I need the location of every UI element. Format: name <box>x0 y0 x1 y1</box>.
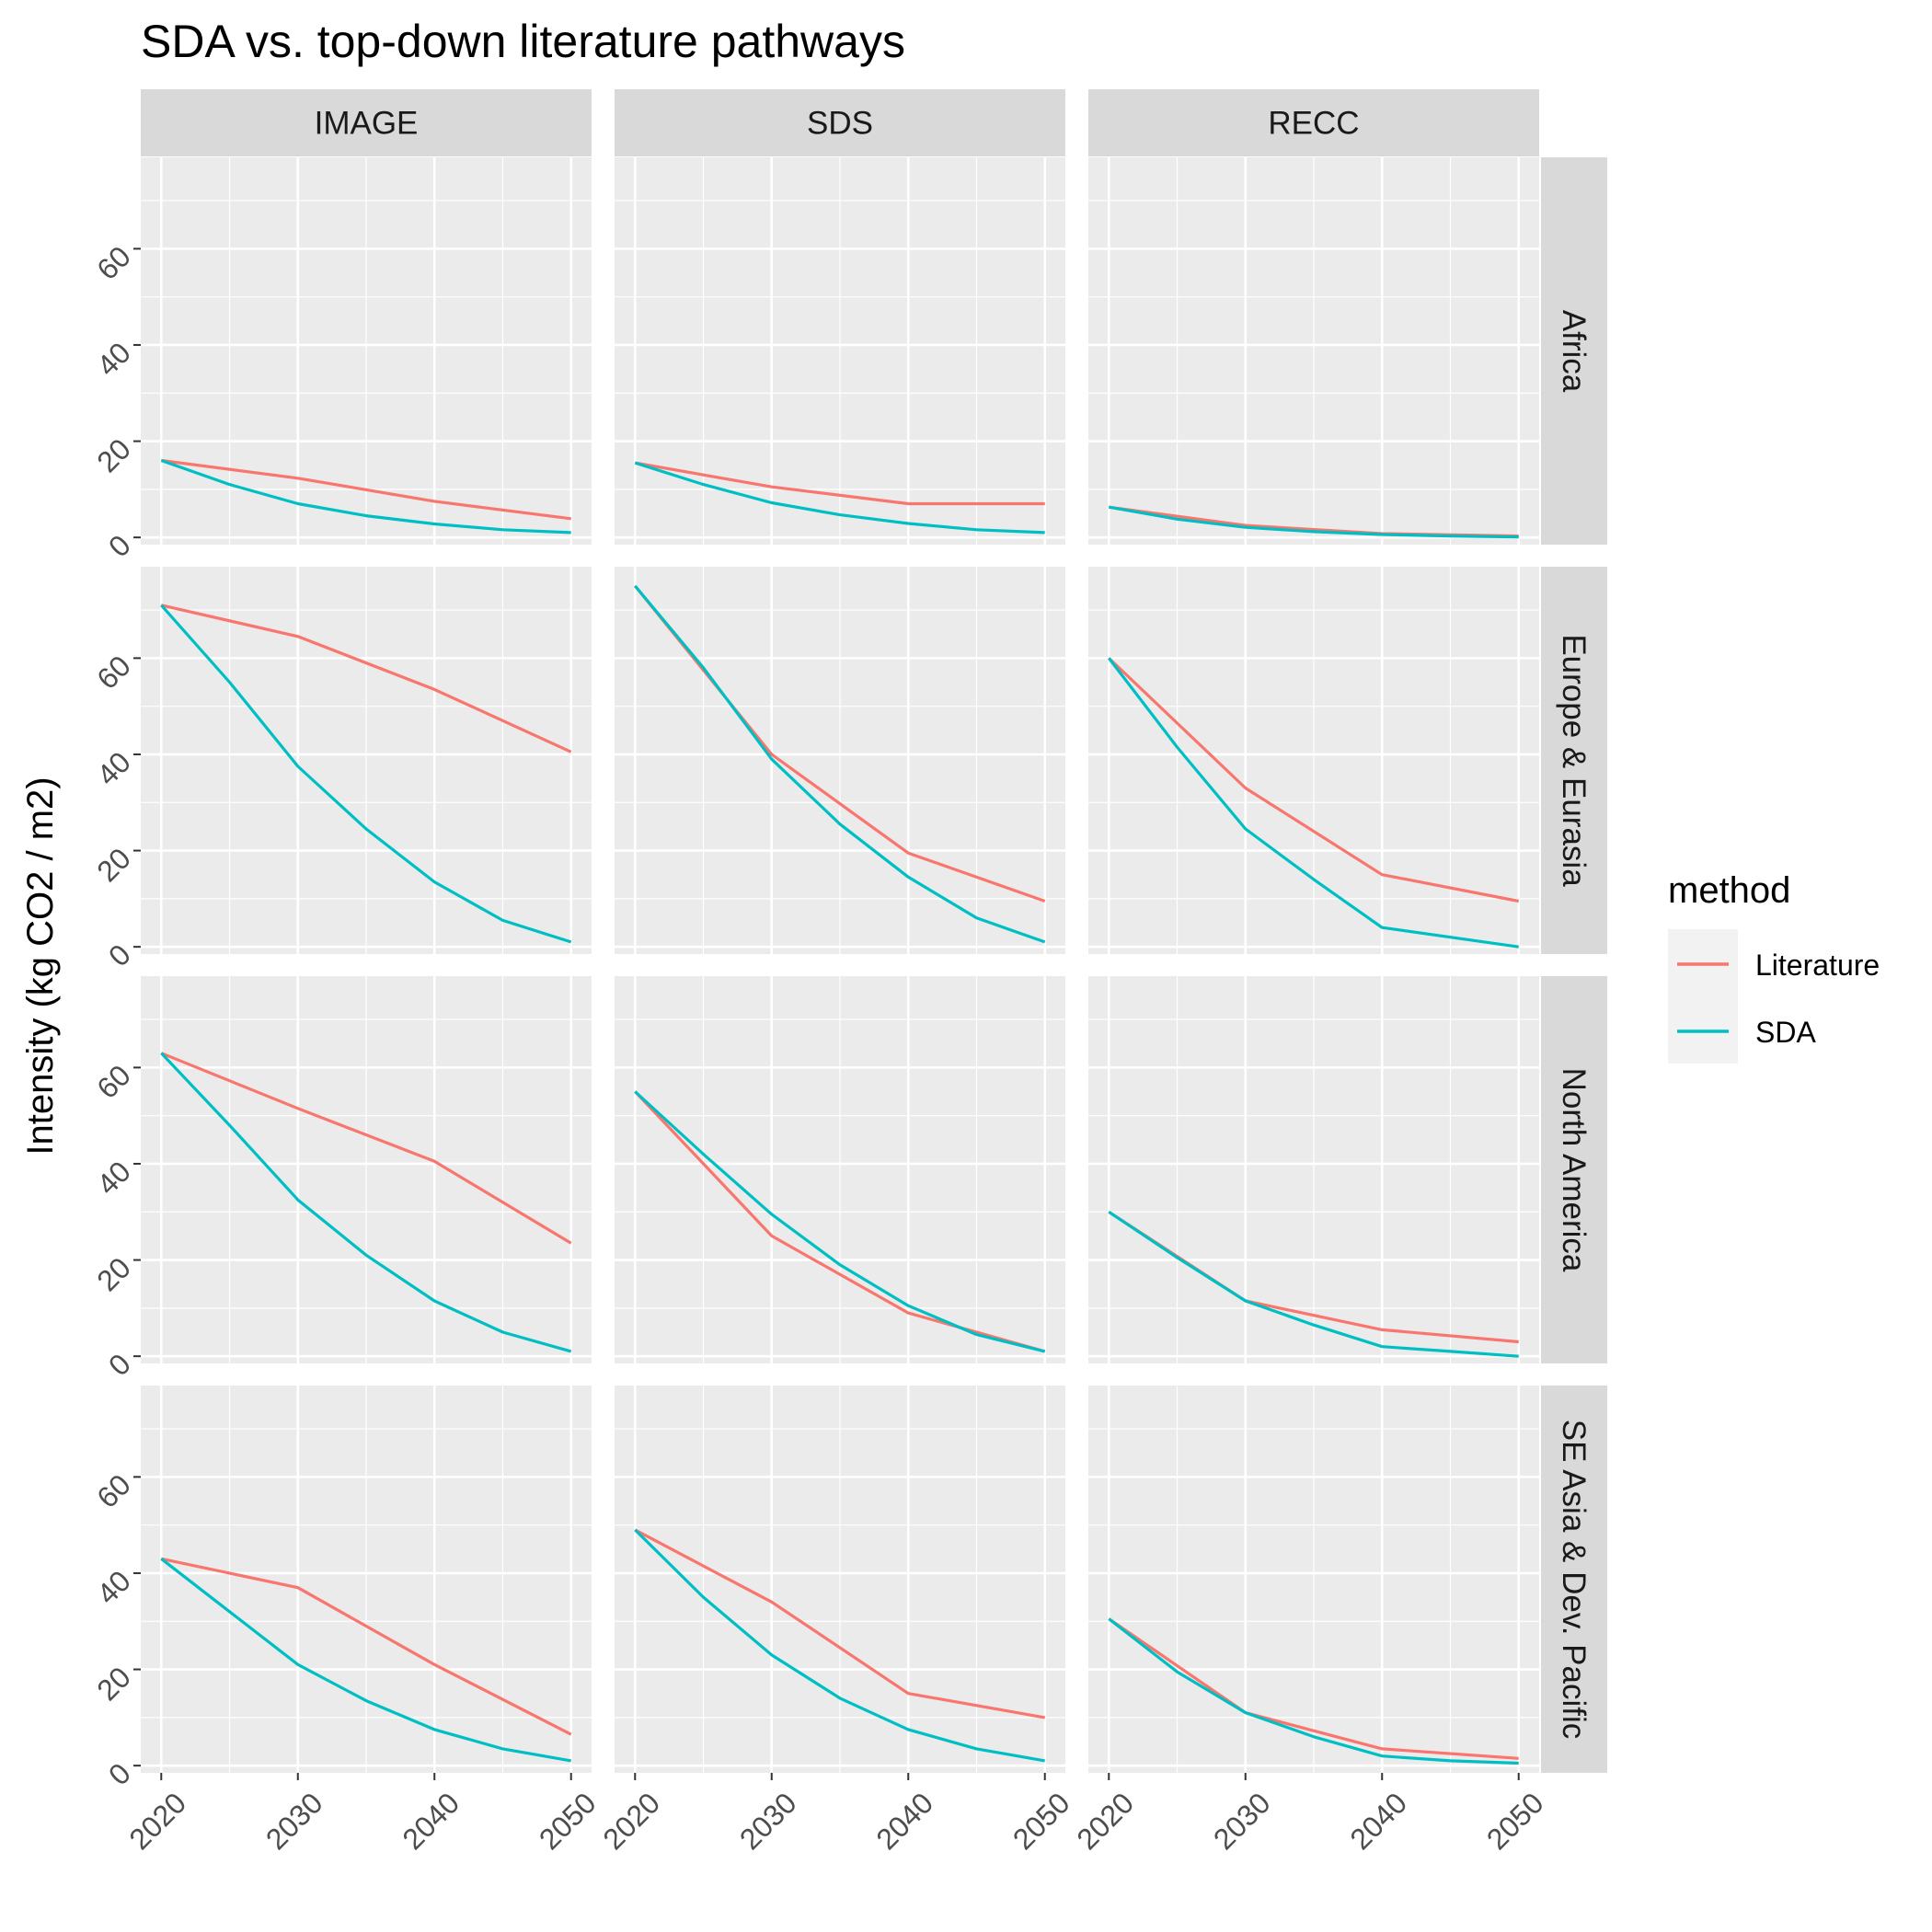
row-strip-label-africa: Africa <box>1556 310 1592 393</box>
y-axis-title: Intensity (kg CO2 / m2) <box>20 776 61 1155</box>
series-line-literature <box>161 458 571 521</box>
series-line-literature <box>1108 1617 1519 1760</box>
x-tick-label: 2020 <box>1070 1786 1140 1856</box>
y-tick-label: 0 <box>102 1347 137 1382</box>
series-line-sda <box>160 458 571 535</box>
legend-key-background <box>1668 929 1738 1064</box>
row-strip-europe-eurasia <box>1541 567 1607 954</box>
series-line-sda <box>634 1528 1045 1763</box>
panel-recc-se-asia-dev-pacific <box>1088 1386 1539 1773</box>
row-strip-north-america <box>1541 976 1607 1363</box>
y-tick-label: 0 <box>102 528 137 563</box>
y-tick-label: 60 <box>90 1058 137 1105</box>
series-line-sda <box>634 461 1045 535</box>
y-tick-label: 40 <box>90 745 137 792</box>
x-tick-label: 2030 <box>733 1786 803 1856</box>
x-tick-label: 2030 <box>1207 1786 1277 1856</box>
row-strip-label-europe-eurasia: Europe & Eurasia <box>1556 634 1592 887</box>
panel-sds-europe-eurasia <box>615 567 1065 954</box>
series-line-sda <box>160 604 572 944</box>
y-tick-label: 20 <box>90 1661 137 1708</box>
series-line-literature <box>634 1090 1046 1353</box>
panel-sds-north-america <box>615 976 1065 1363</box>
legend-label-literature: Literature <box>1755 949 1880 982</box>
series-line-sda <box>634 1090 1046 1353</box>
column-strip-label-sds: SDS <box>807 106 873 142</box>
y-tick-label: 0 <box>102 937 137 972</box>
panel-image-africa <box>141 157 592 545</box>
y-tick-label: 20 <box>90 842 137 889</box>
y-tick-label: 0 <box>102 1756 137 1791</box>
legend-title: method <box>1668 870 1790 911</box>
x-tick-label: 2050 <box>533 1786 603 1856</box>
column-strip-recc <box>1088 89 1539 156</box>
series-line-sda <box>160 1052 572 1353</box>
y-tick-label: 20 <box>90 1251 137 1298</box>
panel-image-europe-eurasia <box>141 567 592 954</box>
x-tick-label: 2020 <box>122 1786 192 1856</box>
panel-recc-africa <box>1088 157 1539 545</box>
y-tick-label: 20 <box>90 432 137 479</box>
column-strip-sds <box>615 89 1065 156</box>
y-tick-label: 60 <box>90 1467 137 1514</box>
x-tick-label: 2040 <box>869 1786 939 1856</box>
row-strip-label-se-asia-dev-pacific: SE Asia & Dev. Pacific <box>1556 1420 1592 1740</box>
x-tick-label: 2050 <box>1480 1786 1550 1856</box>
x-tick-label: 2030 <box>259 1786 329 1856</box>
panel-image-se-asia-dev-pacific <box>141 1386 592 1773</box>
column-strip-label-recc: RECC <box>1268 106 1359 142</box>
panel-sds-se-asia-dev-pacific <box>615 1386 1065 1773</box>
y-tick-label: 60 <box>90 239 137 286</box>
panel-recc-north-america <box>1088 976 1539 1363</box>
series-line-sda <box>160 1558 571 1763</box>
y-tick-label: 40 <box>90 336 137 383</box>
chart-title: SDA vs. top-down literature pathways <box>141 16 905 67</box>
legend: method Literature SDA <box>1668 870 1880 1064</box>
series-line-literature <box>1108 657 1520 903</box>
series-line-literature <box>635 461 1045 506</box>
panel-recc-europe-eurasia <box>1088 567 1539 954</box>
y-tick-label: 60 <box>90 649 137 696</box>
x-tick-label: 2040 <box>396 1786 466 1856</box>
facet-grid: IMAGE SDS RECC Africa Europe & Eurasia North … <box>90 89 1607 1856</box>
series-line-sda <box>634 584 1046 944</box>
panel-image-north-america <box>141 976 592 1363</box>
row-strip-se-asia-dev-pacific <box>1541 1386 1607 1773</box>
series-line-sda <box>1109 505 1519 539</box>
series-line-sda <box>1108 657 1519 949</box>
series-line-literature <box>160 604 572 753</box>
series-line-sda <box>1108 1210 1519 1358</box>
series-line-literature <box>160 1557 572 1736</box>
x-tick-label: 2020 <box>596 1786 666 1856</box>
x-tick-label: 2040 <box>1343 1786 1413 1856</box>
row-strip-label-north-america: North America <box>1556 1068 1592 1272</box>
y-tick-label: 40 <box>90 1155 137 1202</box>
series-line-literature <box>634 1528 1045 1719</box>
x-tick-label: 2050 <box>1006 1786 1076 1856</box>
series-line-sda <box>1108 1617 1519 1765</box>
panel-sds-africa <box>615 157 1065 545</box>
y-tick-label: 40 <box>90 1564 137 1611</box>
legend-label-sda: SDA <box>1755 1016 1816 1049</box>
row-strip-africa <box>1541 157 1607 545</box>
column-strip-image <box>141 89 592 156</box>
column-strip-label-image: IMAGE <box>315 106 419 142</box>
series-line-literature <box>160 1052 572 1245</box>
